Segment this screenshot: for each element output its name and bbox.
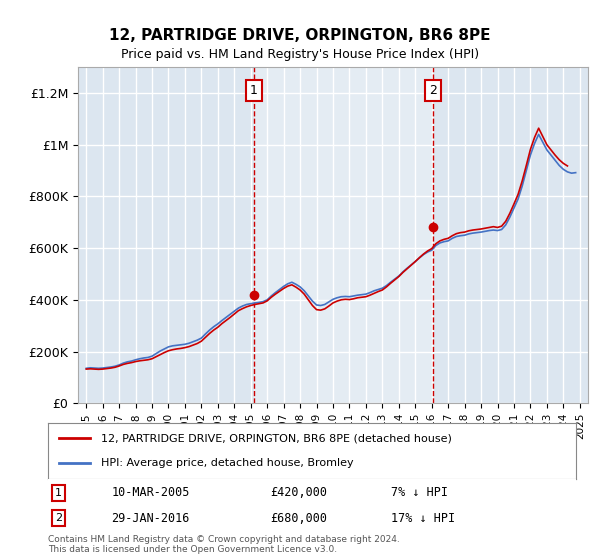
Text: 12, PARTRIDGE DRIVE, ORPINGTON, BR6 8PE: 12, PARTRIDGE DRIVE, ORPINGTON, BR6 8PE [109, 28, 491, 43]
Text: 2: 2 [429, 84, 437, 97]
Text: 7% ↓ HPI: 7% ↓ HPI [391, 487, 448, 500]
Text: 1: 1 [250, 84, 258, 97]
Text: £420,000: £420,000 [270, 487, 327, 500]
Text: HPI: Average price, detached house, Bromley: HPI: Average price, detached house, Brom… [101, 458, 353, 468]
Text: 29-JAN-2016: 29-JAN-2016 [112, 512, 190, 525]
Text: £680,000: £680,000 [270, 512, 327, 525]
Text: 2: 2 [55, 513, 62, 523]
Text: Price paid vs. HM Land Registry's House Price Index (HPI): Price paid vs. HM Land Registry's House … [121, 48, 479, 60]
Text: 1: 1 [55, 488, 62, 498]
Text: 12, PARTRIDGE DRIVE, ORPINGTON, BR6 8PE (detached house): 12, PARTRIDGE DRIVE, ORPINGTON, BR6 8PE … [101, 433, 452, 444]
Text: 17% ↓ HPI: 17% ↓ HPI [391, 512, 455, 525]
Bar [254, 67, 433, 403]
Text: Contains HM Land Registry data © Crown copyright and database right 2024.
This d: Contains HM Land Registry data © Crown c… [48, 535, 400, 554]
Text: 10-MAR-2005: 10-MAR-2005 [112, 487, 190, 500]
